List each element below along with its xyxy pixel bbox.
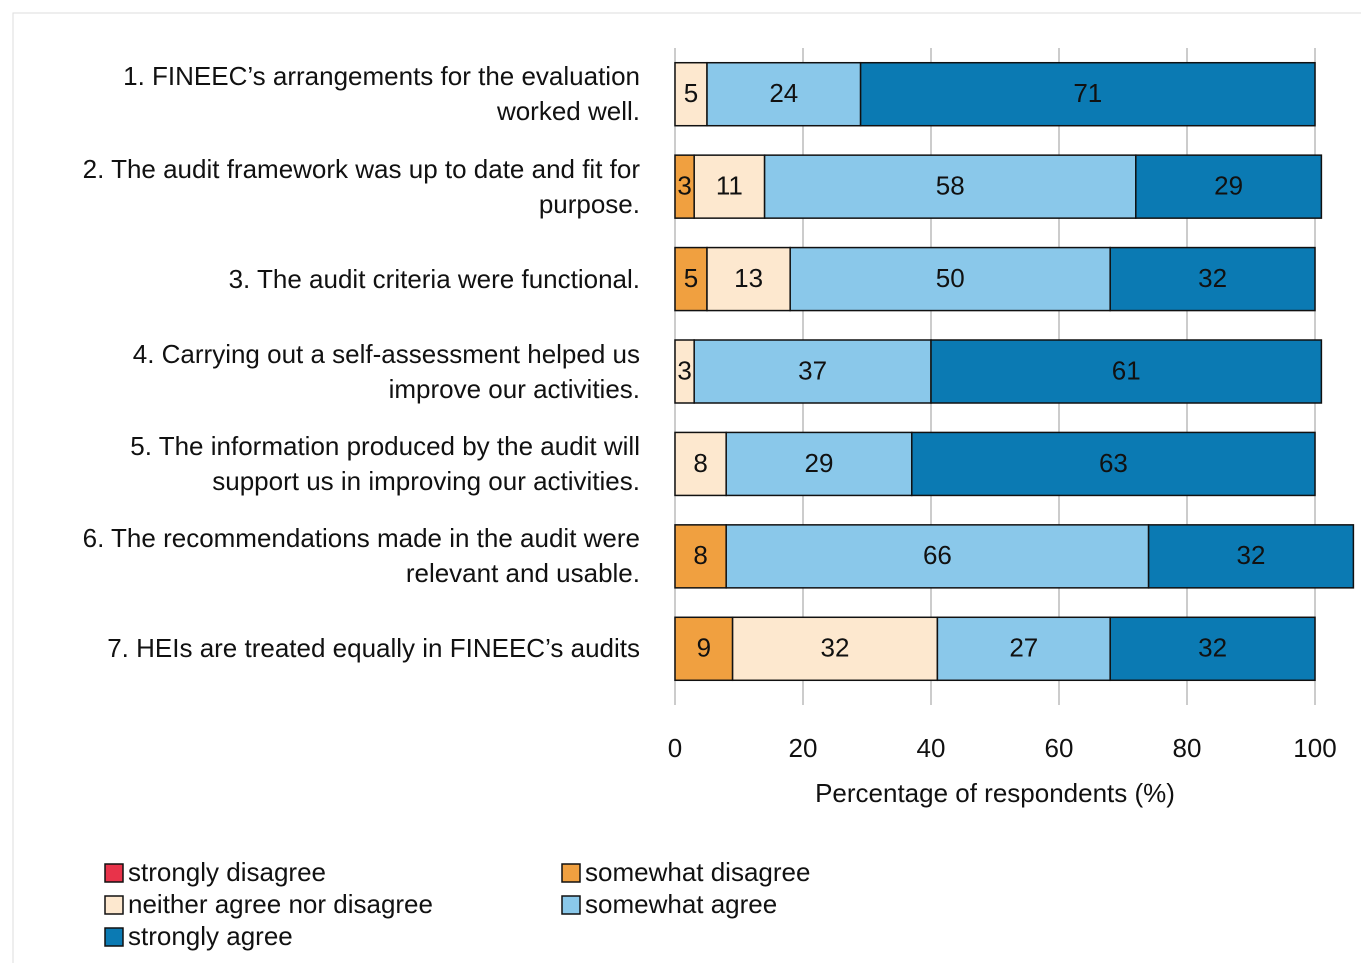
data-label: 8 <box>693 540 707 570</box>
x-tick-label: 0 <box>668 733 682 763</box>
bar-segment <box>763 154 1137 219</box>
bar-segment <box>930 339 1323 404</box>
legend-swatch <box>561 895 581 915</box>
bar-segment <box>859 61 1316 127</box>
category-label: 3. The audit criteria were functional. <box>228 263 640 294</box>
x-tick-label: 100 <box>1293 733 1336 763</box>
data-label: 63 <box>1099 448 1128 478</box>
x-tick-label: 40 <box>917 733 946 763</box>
data-label: 58 <box>936 171 965 201</box>
category-label: 5. The information produced by the audit… <box>130 430 640 496</box>
bar-segment <box>674 524 727 589</box>
bar-segment <box>725 524 1150 589</box>
data-label: 29 <box>1214 171 1243 201</box>
bar-segment <box>911 431 1316 497</box>
data-label: 50 <box>936 263 965 293</box>
category-label: 4. Carrying out a self-assessment helped… <box>132 338 640 404</box>
bar-segment <box>674 61 708 127</box>
bar-segment <box>725 431 913 497</box>
category-label: 7. HEIs are treated equally in FINEEC’s … <box>107 633 640 664</box>
data-label: 61 <box>1112 355 1141 385</box>
legend-label: neither agree nor disagree <box>128 889 433 919</box>
legend-swatch <box>104 927 124 947</box>
bar-segment <box>1109 246 1316 312</box>
frame <box>12 12 1361 963</box>
data-label: 32 <box>1198 263 1227 293</box>
bar-segment <box>674 431 727 497</box>
data-label: 66 <box>923 540 952 570</box>
legend-label: somewhat disagree <box>585 857 810 887</box>
data-label: 11 <box>716 171 743 201</box>
bar-segment <box>706 246 791 312</box>
data-label: 24 <box>769 78 798 108</box>
data-label: 8 <box>693 448 707 478</box>
legend-label: strongly disagree <box>128 857 326 887</box>
bar-segment <box>789 246 1111 312</box>
x-tick-label: 20 <box>789 733 818 763</box>
category-label: 1. FINEEC’s arrangements for the evaluat… <box>123 61 640 127</box>
data-label: 13 <box>734 263 763 293</box>
legend-label: somewhat agree <box>585 889 777 919</box>
legend-label: strongly agree <box>128 921 293 951</box>
data-label: 9 <box>697 633 711 663</box>
x-tick-label: 80 <box>1173 733 1202 763</box>
data-label: 3 <box>677 171 691 201</box>
category-label: 6. The recommendations made in the audit… <box>82 523 640 589</box>
data-label: 3 <box>677 355 691 385</box>
legend-swatch <box>561 863 581 883</box>
bar-segment <box>693 339 932 404</box>
bar-segment <box>936 616 1111 682</box>
data-label: 29 <box>805 448 834 478</box>
data-label: 27 <box>1009 633 1038 663</box>
data-label: 5 <box>684 263 698 293</box>
bar-segment <box>1135 154 1323 219</box>
bar-segment <box>1147 524 1355 589</box>
data-label: 71 <box>1073 78 1102 108</box>
legend-swatch <box>104 863 124 883</box>
x-axis-label: Percentage of respondents (%) <box>815 778 1175 808</box>
legend-swatch <box>104 895 124 915</box>
bar-segment <box>674 616 734 682</box>
data-label: 5 <box>684 78 698 108</box>
data-label: 32 <box>1198 633 1227 663</box>
data-label: 32 <box>1237 540 1266 570</box>
data-label: 37 <box>798 355 827 385</box>
bar-segment <box>706 61 862 127</box>
bar-segment <box>693 154 766 219</box>
x-tick-label: 60 <box>1045 733 1074 763</box>
bar-segment <box>731 616 939 682</box>
bar-segment <box>1109 616 1316 682</box>
category-label: 2. The audit framework was up to date an… <box>82 153 640 219</box>
data-label: 32 <box>821 633 850 663</box>
